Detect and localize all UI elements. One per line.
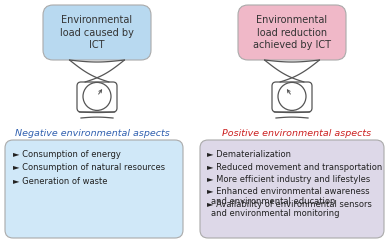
FancyBboxPatch shape [238, 5, 346, 60]
FancyBboxPatch shape [272, 82, 312, 112]
FancyBboxPatch shape [77, 82, 117, 112]
Text: ► Generation of waste: ► Generation of waste [13, 177, 107, 186]
Text: ► Reduced movement and transportation: ► Reduced movement and transportation [207, 162, 382, 172]
Text: and environmental monitoring: and environmental monitoring [211, 209, 340, 218]
FancyBboxPatch shape [5, 140, 183, 238]
Text: Negative environmental aspects: Negative environmental aspects [15, 129, 169, 137]
FancyBboxPatch shape [43, 5, 151, 60]
Text: Environmental
load caused by
ICT: Environmental load caused by ICT [60, 15, 134, 50]
Text: ► More efficient industry and lifestyles: ► More efficient industry and lifestyles [207, 175, 370, 184]
Text: ► Availability of environmental sensors: ► Availability of environmental sensors [207, 200, 372, 209]
Text: ► Consumption of natural resources: ► Consumption of natural resources [13, 164, 165, 173]
Text: Environmental
load reduction
achieved by ICT: Environmental load reduction achieved by… [253, 15, 331, 50]
Text: ► Consumption of energy: ► Consumption of energy [13, 150, 121, 159]
Text: Positive environmental aspects: Positive environmental aspects [223, 129, 371, 137]
Text: ► Enhanced environmental awareness: ► Enhanced environmental awareness [207, 188, 370, 197]
Text: and environmental education: and environmental education [211, 197, 335, 205]
FancyBboxPatch shape [200, 140, 384, 238]
Text: ► Dematerialization: ► Dematerialization [207, 150, 291, 159]
